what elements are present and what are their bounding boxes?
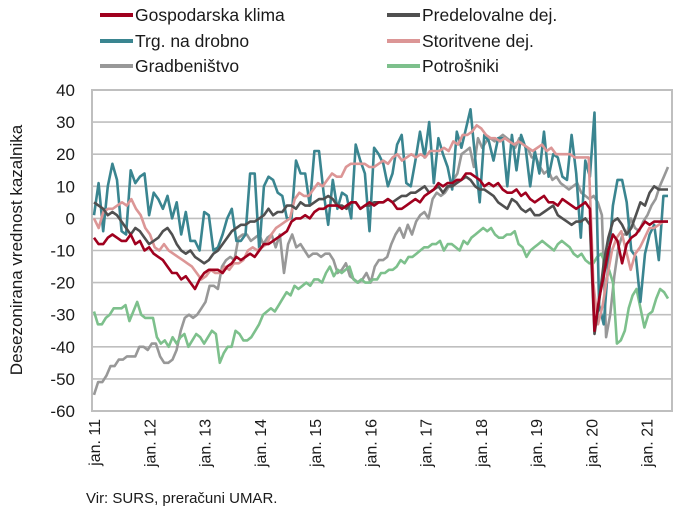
- legend-swatch: [387, 39, 420, 43]
- legend-swatch: [100, 13, 133, 17]
- plot-frame: [91, 89, 673, 412]
- source-note: Vir: SURS, preračuni UMAR.: [86, 490, 278, 507]
- legend-label: Trg. na drobno: [135, 31, 250, 51]
- x-tick-label: jan. 16: [363, 419, 380, 468]
- y-tick-label: -10: [50, 242, 75, 261]
- series-line-gradbeni-tvo: [92, 133, 670, 396]
- x-tick-label: jan. 14: [253, 419, 270, 468]
- x-tick-label: jan. 19: [529, 419, 546, 468]
- y-tick-label: -20: [50, 274, 75, 293]
- x-tick-label: jan. 18: [474, 419, 491, 468]
- y-tick-label: -60: [50, 402, 75, 421]
- y-tick-labels: 40 30 20 10 0 -10 -20 -30 -40 -50 -60: [50, 81, 75, 421]
- x-tick-label: jan. 11: [87, 419, 104, 467]
- legend-swatch: [100, 64, 133, 68]
- series-line-gospodarska-klima: [92, 172, 668, 333]
- x-tick-label: jan. 17: [419, 419, 436, 468]
- y-tick-label: -40: [50, 338, 75, 357]
- legend-label: Potrošniki: [422, 56, 499, 76]
- y-tick-label: -50: [50, 370, 75, 389]
- legend-item-trg-na-drobno: Trg. na drobno: [100, 31, 249, 51]
- series-line-storitvene-dej-: [92, 124, 668, 326]
- legend: Gospodarska klima Trg. na drobno Gradben…: [0, 0, 682, 80]
- legend-label: Gospodarska klima: [135, 5, 285, 25]
- y-tick-label: 20: [56, 145, 75, 164]
- legend-item-potrosniki: Potrošniki: [387, 56, 499, 76]
- y-tick-label: 30: [56, 113, 75, 132]
- x-tick-label: jan. 15: [308, 419, 325, 468]
- x-tick-label: jan. 13: [198, 419, 215, 468]
- legend-item-gospodarska-klima: Gospodarska klima: [100, 5, 285, 25]
- legend-item-storitvene-dej: Storitvene dej.: [387, 31, 534, 51]
- y-tick-label: -30: [50, 306, 75, 325]
- y-tick-label: 10: [56, 177, 75, 196]
- y-axis-label: Desezonirana vrednost kazalnika: [7, 124, 26, 375]
- legend-item-predelovalne-dej: Predelovalne dej.: [387, 5, 557, 25]
- legend-swatch: [100, 39, 133, 43]
- x-tick-label: jan. 12: [142, 419, 159, 468]
- legend-label: Predelovalne dej.: [422, 5, 558, 25]
- series-line-potro-niki: [92, 226, 670, 365]
- series-lines: [92, 108, 670, 396]
- series-line-trg-na-drobno: [92, 108, 668, 326]
- y-tick-label: 40: [56, 81, 75, 100]
- x-tick-label: jan. 20: [584, 419, 601, 468]
- x-tick-labels: jan. 11 jan. 12 jan. 13 jan. 14 jan. 15 jan. …: [87, 419, 656, 468]
- legend-swatch: [387, 13, 420, 17]
- legend-label: Storitvene dej.: [422, 31, 534, 51]
- legend-label: Gradbeništvo: [135, 56, 240, 76]
- x-tick-label: jan. 21: [640, 419, 657, 468]
- y-tick-label: 0: [66, 209, 75, 228]
- legend-swatch: [387, 64, 420, 68]
- legend-item-gradbenistvo: Gradbeništvo: [100, 56, 239, 76]
